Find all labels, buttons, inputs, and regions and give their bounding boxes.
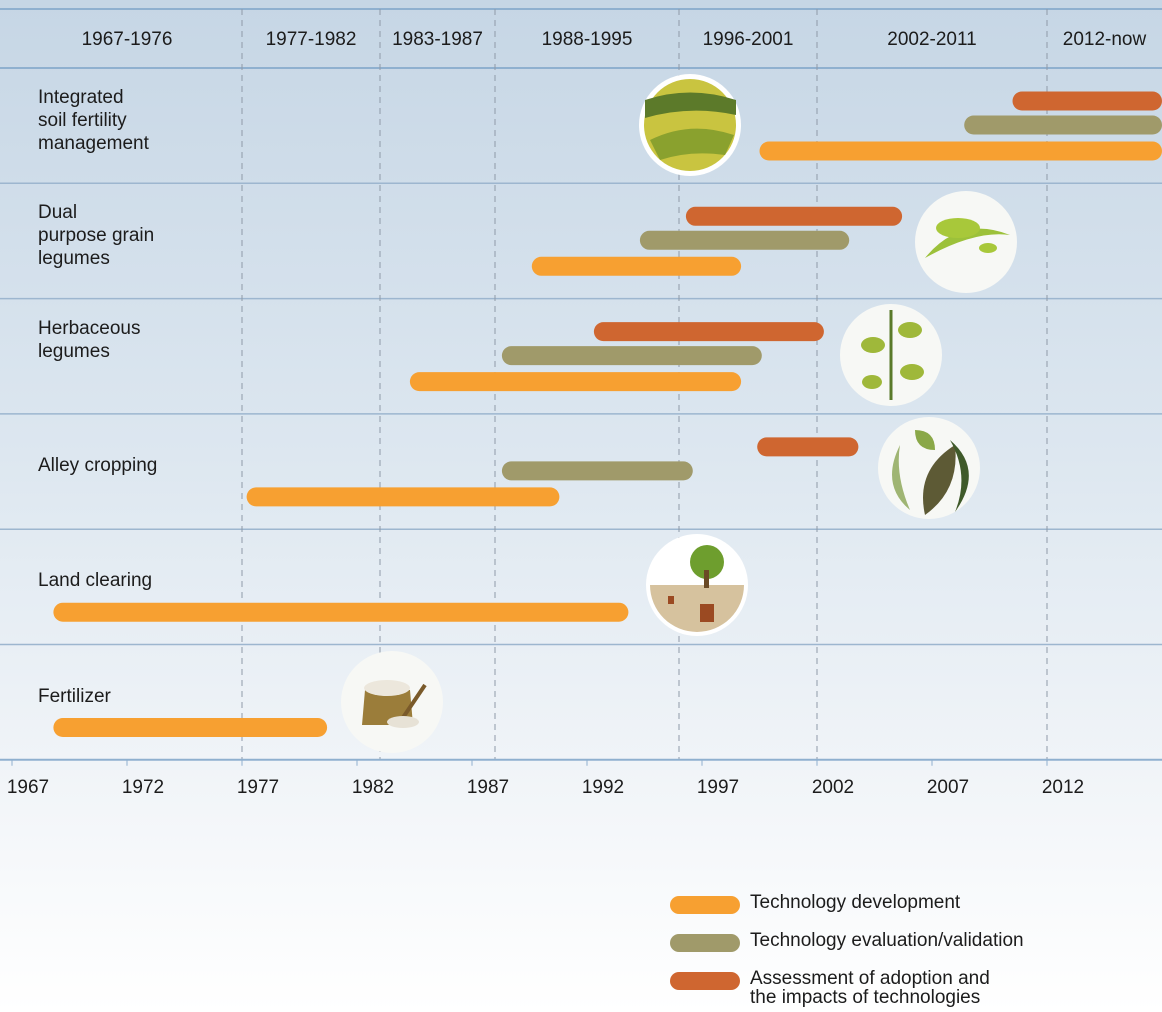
row-label: Fertilizer [38, 685, 111, 707]
period-label: 1996-2001 [703, 29, 794, 50]
legend-label: Assessment of adoption and the impacts o… [750, 968, 990, 1008]
period-label: 2002-2011 [887, 29, 976, 50]
bar [501, 346, 762, 366]
icons [341, 74, 1017, 753]
period-label: 1967-1976 [82, 29, 173, 50]
legend-label: Technology development [750, 892, 961, 913]
row-label: Dual purpose grain legumes [38, 202, 155, 270]
legend-swatch [670, 896, 740, 914]
row-label: Land clearing [38, 570, 153, 592]
row-label: Herbaceous legumes [38, 317, 141, 362]
legend-swatch [670, 972, 740, 990]
legend-swatch [670, 934, 740, 952]
bar [759, 141, 1162, 161]
x-tick-label: 1987 [467, 777, 509, 798]
bar [531, 256, 742, 276]
bar [53, 718, 328, 737]
bar [639, 230, 850, 250]
bar [1012, 91, 1162, 111]
x-tick-label: 1992 [582, 777, 624, 798]
icon-leaves [878, 417, 980, 519]
bar [409, 372, 742, 392]
x-tick-label: 1972 [122, 777, 164, 798]
bar [964, 115, 1162, 135]
row-label: Integrated soil fertility management [38, 87, 149, 154]
row-label: Alley cropping [38, 454, 158, 476]
period-label: 2012-now [1063, 29, 1147, 50]
x-tick-label: 1967 [7, 777, 49, 798]
x-tick-label: 2012 [1042, 777, 1084, 798]
x-tick-label: 2007 [927, 777, 969, 798]
x-tick-label: 1977 [237, 777, 279, 798]
x-tick-label: 2002 [812, 777, 854, 798]
x-tick-label: 1997 [697, 777, 739, 798]
legend-label: Technology evaluation/validation [750, 930, 1024, 951]
bar [501, 461, 693, 481]
icon-sack [341, 651, 443, 753]
period-label: 1983-1987 [392, 29, 483, 50]
bar [53, 602, 629, 622]
icon-fields [639, 74, 741, 176]
bar [246, 487, 560, 507]
period-label: 1977-1982 [266, 29, 357, 50]
icon-herb [840, 304, 942, 406]
bar [685, 206, 903, 226]
icon-land [646, 534, 748, 636]
bar [757, 437, 859, 457]
period-label: 1988-1995 [542, 29, 633, 50]
bar [593, 322, 824, 342]
icon-pods [915, 191, 1017, 293]
x-tick-label: 1982 [352, 777, 394, 798]
